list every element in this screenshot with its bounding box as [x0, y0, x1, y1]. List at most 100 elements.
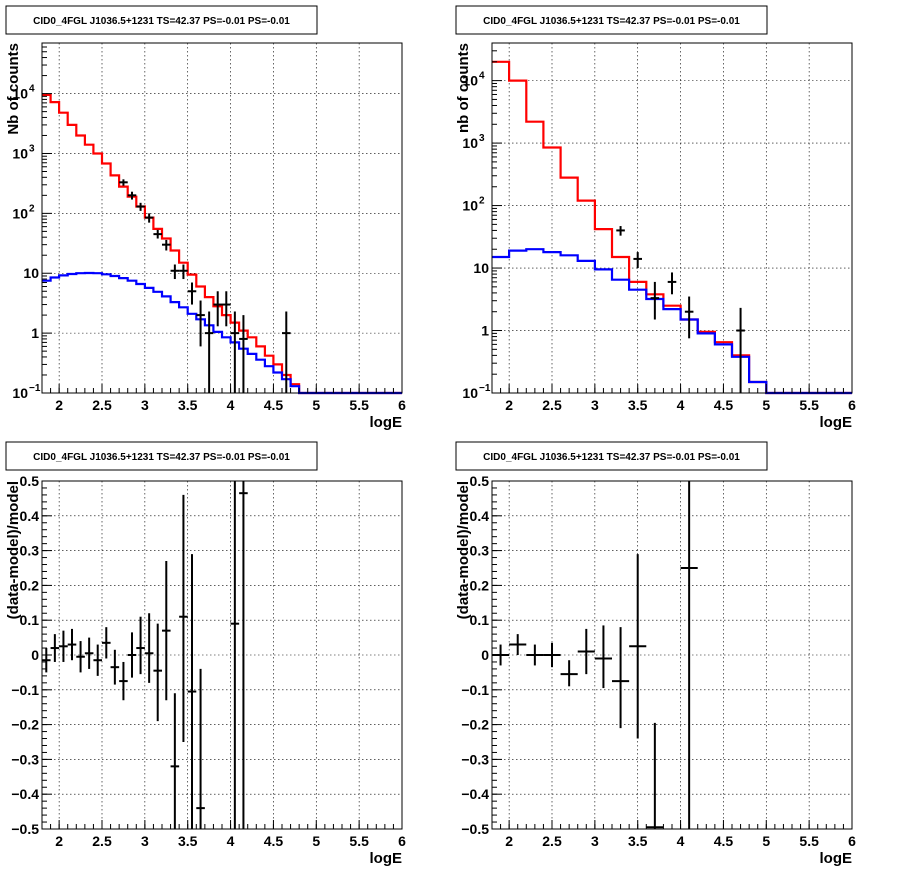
- y-tick-label: −0.5: [11, 821, 39, 837]
- data-point: [119, 661, 128, 701]
- title-box: [5, 441, 318, 471]
- plot-frame: [491, 42, 853, 394]
- data-point: [230, 311, 240, 393]
- data-point: [196, 300, 205, 347]
- y-axis-label: nb of counts: [455, 43, 472, 133]
- x-tick-label: 4.5: [264, 397, 284, 413]
- data-point: [42, 648, 51, 673]
- chart-title: CID0_4FGL J1036.5+1231 TS=42.37 PS=-0.01…: [33, 16, 290, 27]
- x-tick-label: 4.5: [714, 397, 734, 413]
- histogram-series-0: [492, 60, 852, 395]
- y-tick-label: 0: [31, 647, 39, 663]
- x-tick-label: 3.5: [628, 397, 648, 413]
- y-tick-label: 10: [12, 86, 28, 102]
- data-point: [629, 554, 647, 739]
- x-axis-label: logE: [820, 850, 853, 867]
- y-tick-exponent: 3: [479, 133, 485, 144]
- data-point: [93, 644, 102, 676]
- data-point: [282, 311, 291, 393]
- data-point: [222, 291, 231, 327]
- data-point: [684, 296, 694, 339]
- histogram-series-1: [492, 248, 852, 395]
- chart-panel-bottom-right: 2 2.5 3 3.5 4 4.5 5 5.5 6 −0.5 −0.4 −0.3 −0.2 −0.1 0 0.…: [455, 441, 856, 867]
- y-tick-label: 10: [462, 198, 478, 214]
- x-tick-label: 5: [762, 397, 770, 413]
- data-point: [187, 554, 197, 829]
- x-tick-label: 4: [227, 397, 235, 413]
- x-tick-label: 5: [762, 833, 770, 849]
- data-point: [119, 179, 128, 186]
- data-point: [239, 315, 248, 393]
- data-point: [162, 239, 171, 251]
- y-tick-exponent: 3: [29, 143, 35, 154]
- histogram-series-1: [42, 271, 402, 395]
- data-point: [153, 229, 162, 239]
- data-point: [136, 616, 145, 675]
- data-point: [179, 264, 188, 280]
- data-point: [127, 632, 137, 678]
- data-point: [213, 291, 222, 327]
- y-tick-label: 0.2: [470, 577, 490, 593]
- x-tick-label: 6: [398, 833, 406, 849]
- y-tick-label: 10: [12, 205, 28, 221]
- data-point: [136, 202, 145, 211]
- data-point: [633, 252, 642, 269]
- y-tick-label: 0.5: [20, 473, 40, 489]
- data-point: [179, 494, 188, 742]
- x-tick-label: 5: [312, 397, 320, 413]
- y-tick-label: 0.2: [20, 577, 40, 593]
- x-axis-label: logE: [370, 850, 403, 867]
- data-point: [230, 481, 240, 829]
- y-tick-label: 0.5: [470, 473, 490, 489]
- x-tick-label: 2.5: [92, 833, 112, 849]
- histogram-series-0: [42, 93, 402, 395]
- x-tick-label: 4: [677, 397, 685, 413]
- y-tick-label: 10: [462, 73, 478, 89]
- chart-title: CID0_4FGL J1036.5+1231 TS=42.37 PS=-0.01…: [483, 16, 740, 27]
- x-tick-label: 2: [505, 833, 513, 849]
- x-tick-label: 3: [591, 397, 599, 413]
- x-tick-label: 5: [312, 833, 320, 849]
- data-point: [102, 627, 111, 659]
- data-point: [153, 623, 162, 722]
- y-tick-exponent: 2: [29, 203, 35, 214]
- x-tick-label: 3.5: [628, 833, 648, 849]
- y-tick-label: 0: [481, 647, 489, 663]
- data-point: [144, 213, 154, 223]
- y-tick-label: 10: [23, 265, 39, 281]
- y-tick-label: −0.1: [11, 682, 39, 698]
- data-point: [67, 628, 77, 661]
- data-point: [170, 264, 180, 280]
- x-tick-label: 5.5: [799, 397, 819, 413]
- data-point: [594, 625, 612, 689]
- x-tick-label: 3: [141, 397, 149, 413]
- x-tick-label: 2.5: [92, 397, 112, 413]
- data-point: [162, 561, 171, 701]
- y-tick-label: −0.2: [461, 717, 489, 733]
- x-tick-label: 6: [848, 833, 856, 849]
- chart-title: CID0_4FGL J1036.5+1231 TS=42.37 PS=-0.01…: [33, 452, 290, 463]
- x-tick-label: 6: [848, 397, 856, 413]
- data-point: [612, 627, 630, 729]
- y-tick-label: 1: [481, 323, 489, 339]
- data-point: [76, 641, 85, 673]
- y-axis-label: (data-model)/model: [5, 481, 22, 619]
- chart-title: CID0_4FGL J1036.5+1231 TS=42.37 PS=-0.01…: [483, 452, 740, 463]
- data-point: [667, 272, 677, 295]
- data-point: [736, 307, 745, 393]
- data-point: [646, 722, 664, 829]
- x-tick-label: 4: [227, 833, 235, 849]
- y-tick-label: 0.3: [470, 543, 490, 559]
- x-tick-label: 5.5: [349, 833, 369, 849]
- y-axis-label: (data-model)/model: [455, 481, 472, 619]
- y-tick-label: 0.1: [470, 612, 490, 628]
- y-tick-label: −0.4: [461, 786, 489, 802]
- data-point: [59, 630, 68, 662]
- y-tick-label: −0.4: [11, 786, 39, 802]
- y-tick-label: 10: [12, 385, 28, 401]
- x-tick-label: 3.5: [178, 397, 198, 413]
- y-tick-exponent: 4: [479, 71, 485, 82]
